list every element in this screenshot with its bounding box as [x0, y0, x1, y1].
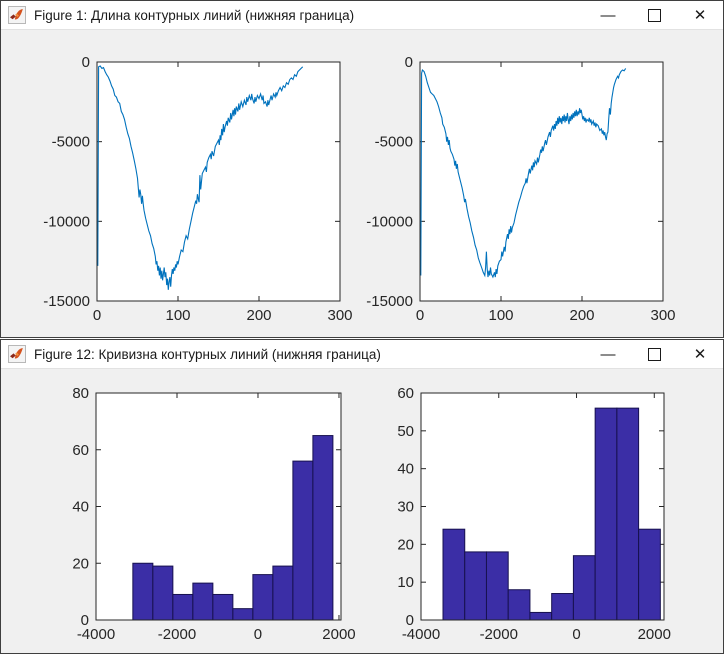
y-tick-label: 30	[397, 499, 414, 516]
hist-bar	[529, 611, 553, 621]
y-tick-label: 60	[397, 385, 414, 402]
y-tick-label: 20	[397, 536, 414, 553]
len_left-plot: 0 100 200 300 0 -5000 -10000 -15000	[43, 54, 352, 324]
curv_right-plot: -4000 -2000 0 2000 0 10 20 30 40 50 60	[397, 385, 671, 643]
axis-box	[420, 392, 665, 621]
maximize-button[interactable]	[631, 1, 677, 29]
maximize-icon	[647, 8, 661, 22]
len_right-plot: 0 100 200 300 0 -5000 -10000 -15000	[366, 54, 675, 324]
figure12-plots: -4000 -2000 0 2000 0 20 40 60 80 -4000 -2000 0 2000 0…	[72, 385, 671, 643]
y-tick-label: 60	[72, 442, 89, 459]
y-tick-label: 0	[406, 612, 414, 629]
axis-box	[95, 392, 342, 621]
hist-bar	[272, 565, 294, 621]
y-tick-label: -10000	[43, 213, 90, 230]
matlab-icon	[8, 6, 26, 24]
hist-bar	[232, 608, 254, 621]
y-tick-label: -5000	[375, 134, 413, 151]
y-tick-label: 0	[405, 54, 413, 71]
x-tick-label: 0	[572, 626, 580, 643]
hist-bar	[442, 528, 466, 621]
figure12-titlebar[interactable]: Figure 12: Кривизна контурных линий (ниж…	[1, 340, 723, 369]
figure1-canvas: 0 100 200 300 0 -5000 -10000 -15000 0 100 200 300 0-…	[1, 30, 723, 337]
x-tick-label: 2000	[638, 626, 671, 643]
figure1-title: Figure 1: Длина контурных линий (нижняя …	[34, 7, 355, 23]
hist-bar	[551, 593, 574, 621]
y-tick-label: -10000	[366, 213, 413, 230]
figure12-window: Figure 12: Кривизна контурных линий (ниж…	[0, 339, 724, 654]
x-tick-label: 300	[650, 307, 675, 324]
y-tick-label: 20	[72, 555, 89, 572]
figure12-title: Figure 12: Кривизна контурных линий (ниж…	[34, 346, 381, 362]
x-tick-label: 0	[254, 626, 262, 643]
hist-bar	[594, 407, 618, 621]
minimize-button[interactable]: —	[600, 6, 616, 24]
hist-bar	[152, 565, 174, 621]
figure12-canvas: -4000 -2000 0 2000 0 20 40 60 80 -4000 -2000 0 2000 0…	[1, 369, 723, 653]
hist-bar	[312, 435, 334, 621]
maximize-icon	[647, 347, 661, 361]
y-tick-label: 0	[81, 612, 89, 629]
matlab-icon	[8, 345, 26, 363]
hist-bar	[132, 562, 154, 621]
hist-bar	[292, 460, 314, 621]
y-tick-label: 50	[397, 423, 414, 440]
line-series	[420, 68, 627, 279]
y-tick-label: 40	[397, 461, 414, 478]
y-tick-label: 0	[82, 54, 90, 71]
plot-area	[420, 62, 663, 301]
x-tick-label: 100	[165, 307, 190, 324]
hist-bar	[464, 551, 487, 621]
x-tick-label: -4000	[77, 626, 115, 643]
hist-bar	[616, 407, 640, 621]
y-tick-label: -15000	[43, 293, 90, 310]
hist-bar	[507, 589, 531, 621]
y-tick-label: 40	[72, 499, 89, 516]
plot-area	[97, 62, 340, 301]
axis-box	[96, 61, 341, 302]
y-tick-label: -5000	[52, 134, 90, 151]
curv_left-plot: -4000 -2000 0 2000 0 20 40 60 80	[72, 385, 355, 643]
figure1-window-controls: — ✕	[585, 1, 723, 29]
hist-bar	[252, 574, 274, 621]
hist-bar	[572, 555, 596, 621]
axis-box	[419, 61, 664, 302]
figure1-titlebar[interactable]: Figure 1: Длина контурных линий (нижняя …	[1, 1, 723, 30]
y-tick-label: 10	[397, 574, 414, 591]
x-tick-label: 300	[327, 307, 352, 324]
hist-bar	[485, 551, 509, 621]
x-tick-label: 2000	[322, 626, 355, 643]
close-button[interactable]: ✕	[693, 7, 707, 24]
hist-bar	[192, 582, 214, 621]
hist-bar	[638, 528, 661, 621]
close-button[interactable]: ✕	[693, 346, 707, 363]
x-tick-label: -4000	[402, 626, 440, 643]
x-tick-label: -2000	[158, 626, 196, 643]
x-tick-label: 200	[569, 307, 594, 324]
maximize-button[interactable]	[631, 340, 677, 368]
x-tick-label: 0	[416, 307, 424, 324]
x-tick-label: -2000	[480, 626, 518, 643]
figure1-window: Figure 1: Длина контурных линий (нижняя …	[0, 0, 724, 338]
line-series	[97, 65, 304, 290]
hist-bar	[172, 593, 194, 621]
y-tick-label: -15000	[366, 293, 413, 310]
x-tick-label: 100	[488, 307, 513, 324]
minimize-button[interactable]: —	[600, 345, 616, 363]
x-tick-label: 0	[93, 307, 101, 324]
x-tick-label: 200	[246, 307, 271, 324]
y-tick-label: 80	[72, 385, 89, 402]
figure12-window-controls: — ✕	[585, 340, 723, 368]
hist-bar	[212, 593, 234, 621]
